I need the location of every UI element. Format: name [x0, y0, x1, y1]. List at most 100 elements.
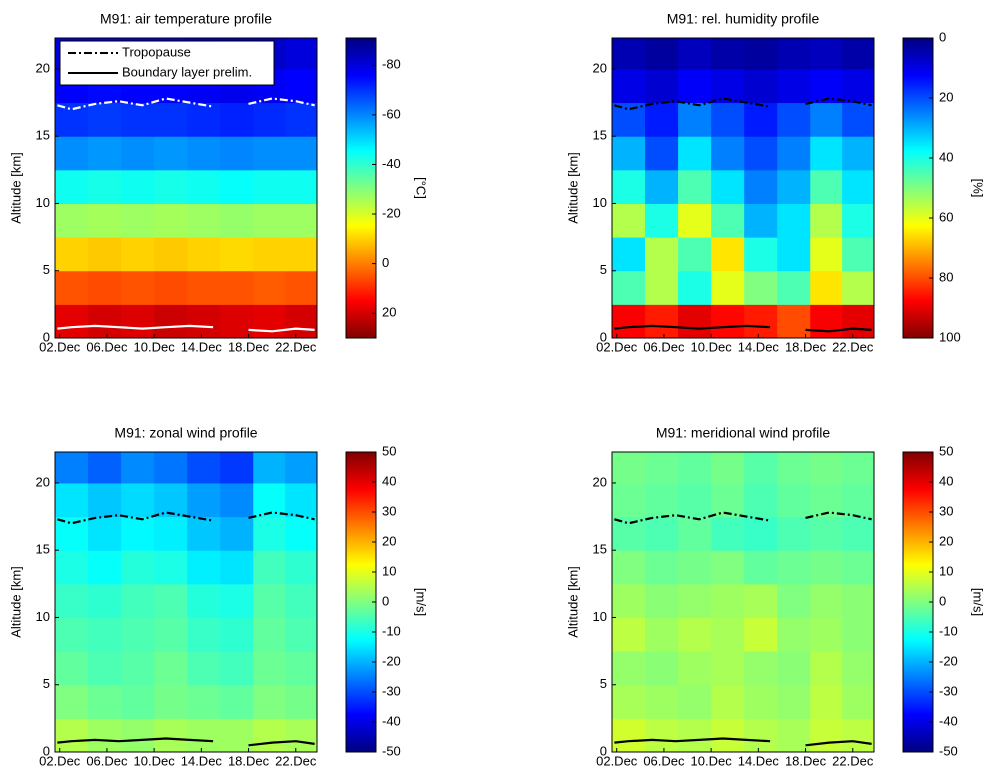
heatmap-cell	[253, 237, 286, 272]
y-tick-label: 20	[36, 60, 50, 75]
heatmap-cell	[810, 482, 843, 518]
heatmap-cell	[612, 68, 646, 104]
heatmap-cell	[842, 684, 875, 719]
heatmap-cell	[612, 203, 646, 238]
heatmap-cell	[285, 718, 318, 753]
profile-line	[57, 97, 315, 111]
heatmap-cell	[154, 270, 188, 305]
heatmap-cell	[253, 452, 286, 484]
heatmap-cell	[612, 304, 646, 339]
heatmap-cell	[612, 270, 646, 305]
heatmap-cell	[842, 136, 875, 171]
heatmap-cell	[810, 516, 843, 551]
profile-line	[614, 511, 872, 525]
heatmap-cell	[253, 304, 286, 339]
colorbar-tick-label: 0	[939, 593, 946, 608]
heatmap-cell	[285, 684, 318, 719]
colorbar-label: [°C]	[414, 177, 429, 199]
colorbar-tick-label: 40	[382, 473, 396, 488]
colorbar-tick-label: -30	[382, 683, 401, 698]
heatmap-cell	[645, 651, 679, 686]
panel-title: M91: meridional wind profile	[656, 425, 831, 441]
heatmap-cell	[285, 68, 318, 104]
heatmap-cell	[645, 617, 679, 652]
heatmap-cell	[711, 684, 745, 719]
heatmap-cell	[711, 68, 745, 104]
heatmap-cell	[612, 102, 646, 137]
heatmap-cell	[88, 102, 122, 137]
heatmap-cell	[187, 718, 221, 753]
heatmap-cell	[154, 684, 188, 719]
heatmap-cell	[253, 550, 286, 585]
heatmap-cell	[645, 169, 679, 204]
heatmap-cell	[88, 617, 122, 652]
profile-line	[57, 324, 315, 333]
heatmap-cell	[678, 136, 712, 171]
profile-line	[57, 737, 315, 747]
heatmap-cell	[678, 270, 712, 305]
x-tick-label: 02.Dec	[39, 753, 81, 768]
heatmap-cell	[711, 617, 745, 652]
legend-label: Tropopause	[122, 44, 191, 59]
heatmap-cell	[612, 482, 646, 518]
colorbar-tick-label: -20	[382, 653, 401, 668]
heatmap-cell	[253, 684, 286, 719]
colorbar-tick-label: 30	[939, 503, 953, 518]
colorbar-tick-label: -80	[382, 57, 401, 72]
y-tick-label: 5	[600, 262, 607, 277]
heatmap-cell	[121, 718, 155, 753]
x-tick-label: 10.Dec	[134, 753, 176, 768]
x-tick-label: 02.Dec	[596, 753, 638, 768]
heatmap-cell	[285, 270, 318, 305]
heatmap-cell	[220, 617, 254, 652]
heatmap-cell	[187, 550, 221, 585]
colorbar-label: [%]	[971, 179, 983, 198]
heatmap-cell	[187, 583, 221, 618]
heatmap-cell	[678, 651, 712, 686]
heatmap-cell	[612, 617, 646, 652]
heatmap-cell	[220, 718, 254, 753]
y-tick-label: 0	[600, 329, 607, 344]
heatmap-cell	[842, 583, 875, 618]
heatmap-cell	[55, 304, 89, 339]
heatmap-cell	[121, 452, 155, 484]
heatmap-cell	[55, 482, 89, 518]
heatmap-cell	[711, 102, 745, 137]
heatmap-cell	[777, 452, 811, 484]
heatmap-cell	[285, 136, 318, 171]
colorbar-label: [m/s]	[971, 588, 983, 616]
heatmap-cell	[744, 718, 778, 753]
heatmap-cell	[711, 304, 745, 339]
heatmap-cell	[187, 136, 221, 171]
y-tick-label: 5	[43, 262, 50, 277]
heatmap-cell	[285, 38, 318, 70]
heatmap-cell	[645, 583, 679, 618]
heatmap-cell	[777, 203, 811, 238]
heatmap-cell	[842, 550, 875, 585]
heatmap-cell	[645, 38, 679, 70]
heatmap-cell	[154, 304, 188, 339]
heatmap-cell	[810, 583, 843, 618]
heatmap-cell	[810, 136, 843, 171]
y-axis-label: Altitude [km]	[8, 566, 23, 638]
profile-line	[614, 324, 872, 333]
y-tick-label: 15	[593, 128, 607, 143]
colorbar-tick-label: 20	[382, 533, 396, 548]
panel-title: M91: rel. humidity profile	[667, 11, 820, 27]
heatmap-cell	[612, 516, 646, 551]
heatmap-cell	[744, 516, 778, 551]
heatmap-cell	[55, 452, 89, 484]
heatmap-cell	[645, 718, 679, 753]
colorbar-tick-label: -40	[939, 713, 958, 728]
heatmap-cell	[88, 651, 122, 686]
heatmap-cell	[285, 516, 318, 551]
y-tick-label: 0	[600, 743, 607, 758]
heatmap-cell	[711, 482, 745, 518]
heatmap-cell	[711, 237, 745, 272]
heatmap-cell	[744, 38, 778, 70]
x-tick-label: 06.Dec	[643, 753, 685, 768]
colorbar-tick-label: 20	[939, 89, 953, 104]
heatmap-cell	[810, 550, 843, 585]
heatmap-cell	[55, 102, 89, 137]
x-tick-label: 10.Dec	[691, 339, 733, 354]
